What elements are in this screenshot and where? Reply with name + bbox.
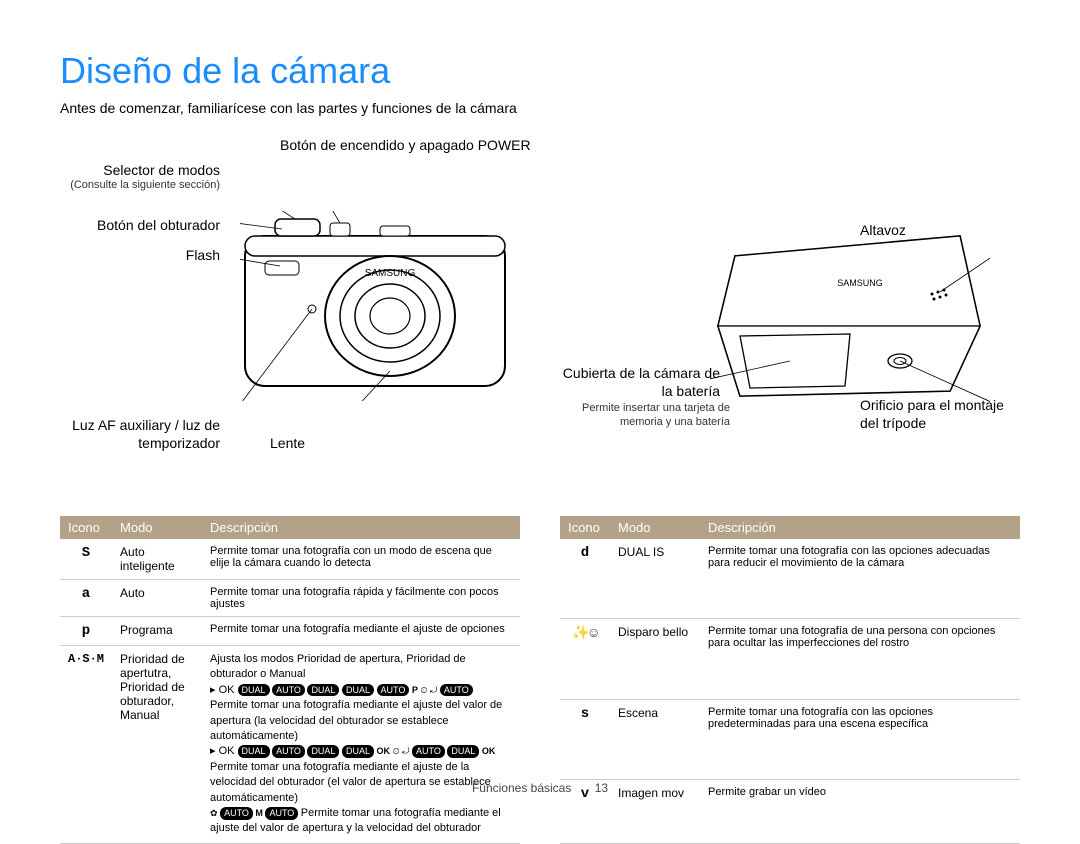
mode-icon: p: [60, 617, 112, 646]
svg-text:SAMSUNG: SAMSUNG: [365, 268, 416, 279]
mode-name: Disparo bello: [610, 619, 700, 700]
pill: DUAL: [238, 745, 270, 758]
mode-icon: s: [560, 699, 610, 780]
mode-desc: Permite tomar una fotografía rápida y fá…: [202, 580, 520, 617]
th-desc: Descripción: [202, 516, 520, 539]
label-battery-cover: Cubierta de la cámara de la batería: [550, 364, 720, 400]
pill-m: M: [255, 808, 263, 818]
page-title: Diseño de la cámara: [60, 50, 1020, 92]
mode-desc: Permite tomar una fotografía con un modo…: [202, 539, 520, 580]
table-row: a Auto Permite tomar una fotografía rápi…: [60, 580, 520, 617]
mode-icon: a: [60, 580, 112, 617]
pill-ok: OK: [377, 746, 391, 756]
footer-section: Funciones básicas: [472, 781, 571, 795]
mode-name: DUAL IS: [610, 539, 700, 619]
mode-desc: Permite tomar una fotografía de una pers…: [700, 619, 1020, 700]
mode-name: Auto: [112, 580, 202, 617]
label-power: Botón de encendido y apagado POWER: [280, 136, 580, 154]
label-mode-selector-sub: (Consulte la siguiente sección): [60, 178, 220, 192]
label-mode-selector: Selector de modos: [60, 161, 220, 179]
camera-bottom-diagram: Altavoz Cubierta de la cámara de la bate…: [560, 136, 1020, 506]
mode-name: Escena: [610, 699, 700, 780]
mode-name: Auto inteligente: [112, 539, 202, 580]
label-battery-cover-sub: Permite insertar una tarjeta de memoria …: [550, 401, 730, 430]
mode-name: Programa: [112, 617, 202, 646]
table-row: s Escena Permite tomar una fotografía co…: [560, 699, 1020, 780]
mode-desc: Permite tomar una fotografía mediante el…: [202, 617, 520, 646]
asm-line1: Permite tomar una fotografía mediante el…: [210, 699, 502, 742]
pill-ok2: OK: [482, 746, 496, 756]
th-mode: Modo: [610, 516, 700, 539]
mode-desc: Permite tomar una fotografía con las opc…: [700, 539, 1020, 619]
pill: DUAL: [342, 745, 374, 758]
svg-text:SAMSUNG: SAMSUNG: [837, 278, 883, 288]
mode-icon: A·S·M: [60, 646, 112, 844]
pill: AUTO: [272, 684, 305, 697]
page-subtitle: Antes de comenzar, familiarícese con las…: [60, 100, 1020, 116]
mode-desc: Permite tomar una fotografía con las opc…: [700, 699, 1020, 780]
pill: DUAL: [307, 684, 339, 697]
pill: DUAL: [238, 684, 270, 697]
pill: DUAL: [447, 745, 479, 758]
pill: AUTO: [412, 745, 445, 758]
label-af-light: Luz AF auxiliary / luz de temporizador: [60, 416, 220, 452]
label-shutter: Botón del obturador: [60, 216, 220, 234]
table-row: S Auto inteligente Permite tomar una fot…: [60, 539, 520, 580]
diagrams-row: Botón de encendido y apagado POWER Selec…: [60, 136, 1020, 506]
table-row: ✨☺ Disparo bello Permite tomar una fotog…: [560, 619, 1020, 700]
th-desc: Descripción: [700, 516, 1020, 539]
th-mode: Modo: [112, 516, 202, 539]
pill: AUTO: [265, 807, 298, 820]
pill: AUTO: [272, 745, 305, 758]
pill: DUAL: [307, 745, 339, 758]
page-footer: Funciones básicas 13: [0, 781, 1080, 795]
asm-intro: Ajusta los modos Prioridad de apertura, …: [210, 653, 466, 680]
mode-icon: d: [560, 539, 610, 619]
label-lens: Lente: [270, 434, 370, 452]
pill: AUTO: [440, 684, 473, 697]
table-row: d DUAL IS Permite tomar una fotografía c…: [560, 539, 1020, 619]
face-icon: ✨☺: [560, 619, 610, 700]
pill: AUTO: [220, 807, 253, 820]
camera-bottom-illustration: SAMSUNG: [710, 226, 990, 406]
mode-name: Prioridad de apertutra, Prioridad de obt…: [112, 646, 202, 844]
th-icon: Icono: [560, 516, 610, 539]
pill: AUTO: [377, 684, 410, 697]
table-row: A·S·M Prioridad de apertutra, Prioridad …: [60, 646, 520, 844]
table-row: p Programa Permite tomar una fotografía …: [60, 617, 520, 646]
asm-line2-pre: ▸ OK: [210, 745, 238, 757]
mode-desc-asm: Ajusta los modos Prioridad de apertura, …: [202, 646, 520, 844]
pill-p: P: [412, 685, 418, 695]
th-icon: Icono: [60, 516, 112, 539]
asm-line1-pre: ▸ OK: [210, 684, 238, 696]
camera-front-diagram: Botón de encendido y apagado POWER Selec…: [60, 136, 520, 506]
pill: DUAL: [342, 684, 374, 697]
label-flash: Flash: [60, 246, 220, 264]
page-number: 13: [595, 781, 608, 795]
camera-front-illustration: SAMSUNG: [240, 211, 510, 401]
mode-icon: S: [60, 539, 112, 580]
